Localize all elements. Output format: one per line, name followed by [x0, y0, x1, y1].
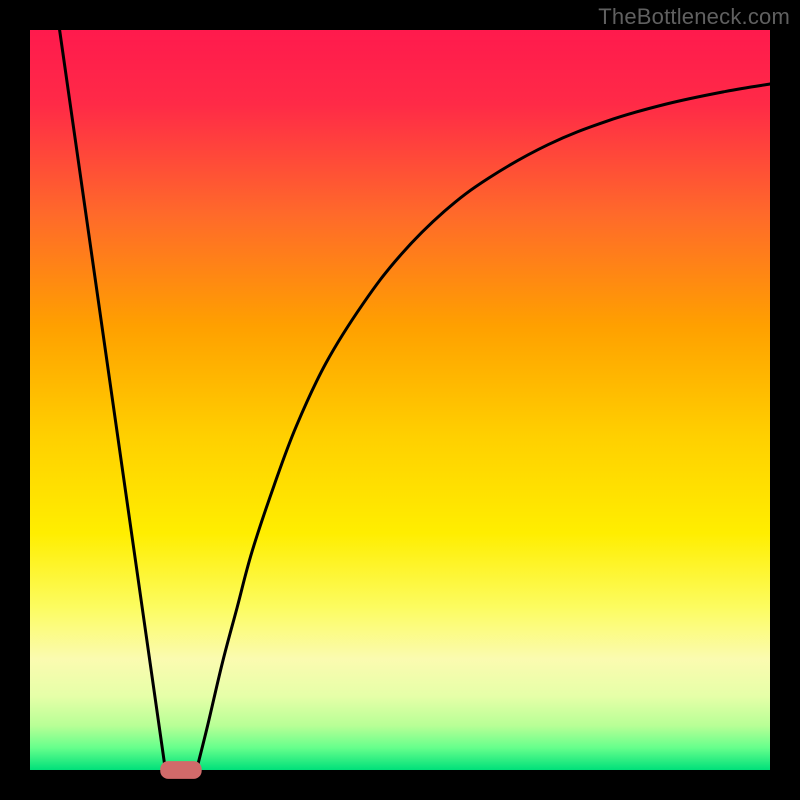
figure-container: TheBottleneck.com	[0, 0, 800, 800]
watermark-text: TheBottleneck.com	[598, 4, 790, 30]
bottleneck-chart	[0, 0, 800, 800]
bottom-marker	[160, 761, 201, 779]
plot-background	[30, 30, 770, 770]
